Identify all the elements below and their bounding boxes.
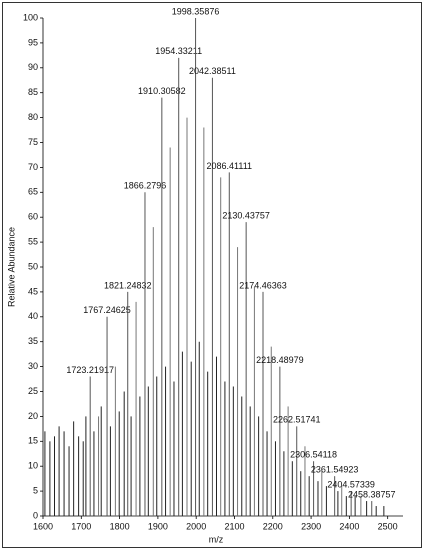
y-tick-label: 60: [28, 212, 38, 222]
y-tick-label: 15: [28, 436, 38, 446]
x-tick-label: 1900: [148, 521, 168, 531]
x-axis-label: m/z: [209, 534, 224, 544]
y-tick-label: 65: [28, 187, 38, 197]
x-tick-label: 2300: [301, 521, 321, 531]
x-tick-label: 2100: [224, 521, 244, 531]
y-tick-label: 5: [33, 485, 38, 495]
peak-label: 2361.54923: [311, 465, 359, 475]
y-tick-label: 90: [28, 62, 38, 72]
peak-label: 1998.35876: [172, 6, 220, 16]
y-tick-label: 40: [28, 311, 38, 321]
y-tick-label: 10: [28, 461, 38, 471]
x-tick-label: 1800: [110, 521, 130, 531]
peak-label: 1866.2796: [124, 181, 167, 191]
peak-label: 2086.41111: [207, 161, 253, 171]
peak-label: 1910.30582: [138, 86, 186, 96]
y-tick-label: 75: [28, 137, 38, 147]
peak-label: 2458.38757: [348, 489, 396, 499]
y-tick-label: 100: [23, 12, 38, 22]
peak-label: 2130.43757: [222, 211, 270, 221]
y-tick-label: 45: [28, 286, 38, 296]
y-tick-label: 25: [28, 386, 38, 396]
y-tick-label: 80: [28, 112, 38, 122]
x-tick-label: 2000: [186, 521, 206, 531]
y-axis-label: Relative Abundance: [6, 227, 16, 307]
x-tick-label: 2200: [263, 521, 283, 531]
y-tick-label: 70: [28, 162, 38, 172]
y-tick-label: 0: [33, 510, 38, 520]
y-tick-label: 30: [28, 361, 38, 371]
peak-label: 2218.48979: [256, 355, 304, 365]
peak-label: 1821.24832: [104, 280, 152, 290]
y-tick-label: 50: [28, 261, 38, 271]
x-tick-label: 2400: [339, 521, 359, 531]
y-tick-label: 85: [28, 87, 38, 97]
y-tick-label: 35: [28, 336, 38, 346]
peak-label: 2404.57339: [327, 479, 375, 489]
y-tick-label: 55: [28, 236, 38, 246]
x-tick-label: 1600: [33, 521, 53, 531]
peak-label: 1767.24625: [83, 305, 131, 315]
peak-label: 2174.46363: [239, 280, 287, 290]
y-tick-label: 95: [28, 37, 38, 47]
peak-label: 2042.38511: [189, 66, 236, 76]
peak-label: 1954.33211: [155, 46, 202, 56]
y-tick-label: 20: [28, 411, 38, 421]
x-tick-label: 1700: [71, 521, 91, 531]
peak-label: 2262.51741: [273, 415, 321, 425]
x-tick-label: 2500: [378, 521, 398, 531]
peak-label: 1723.21917: [66, 365, 114, 375]
peak-label: 2306.54118: [290, 450, 337, 460]
